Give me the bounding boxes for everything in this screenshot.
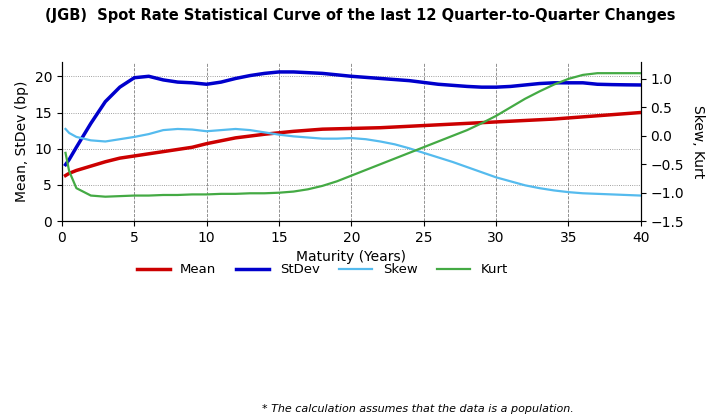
Text: (JGB)  Spot Rate Statistical Curve of the last 12 Quarter-to-Quarter Changes: (JGB) Spot Rate Statistical Curve of the… bbox=[45, 8, 675, 24]
Text: * The calculation assumes that the data is a population.: * The calculation assumes that the data … bbox=[262, 404, 573, 414]
Y-axis label: Skew, Kurt: Skew, Kurt bbox=[691, 105, 705, 178]
Legend: Mean, StDev, Skew, Kurt: Mean, StDev, Skew, Kurt bbox=[131, 258, 513, 281]
Y-axis label: Mean, StDev (bp): Mean, StDev (bp) bbox=[15, 81, 29, 202]
X-axis label: Maturity (Years): Maturity (Years) bbox=[297, 250, 406, 265]
